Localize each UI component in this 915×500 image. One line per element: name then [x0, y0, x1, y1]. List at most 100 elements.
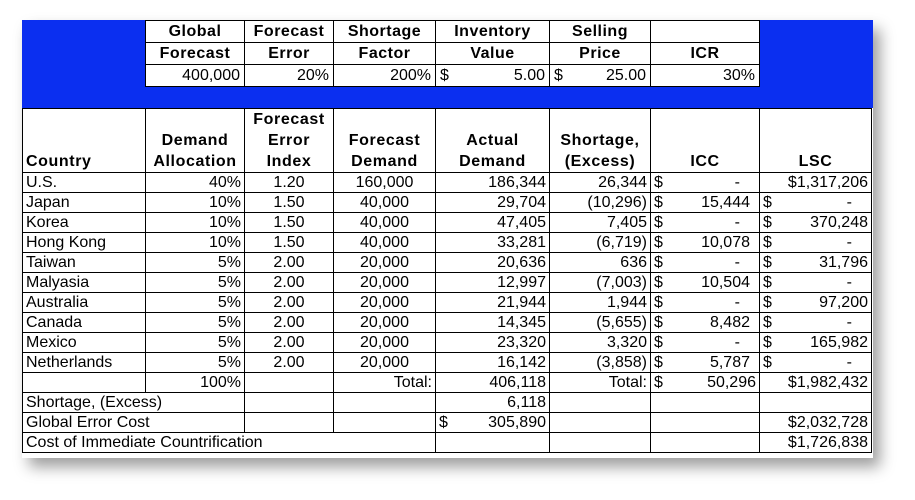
icc-cell[interactable]: $ - [650, 332, 760, 353]
actual-demand-cell[interactable]: 186,344 [435, 172, 550, 193]
actual-demand-cell[interactable]: 23,320 [435, 332, 550, 353]
icc-cell[interactable]: $ - [650, 292, 760, 313]
forecast-demand-cell[interactable]: 20,000 [333, 332, 436, 353]
shortage-cell[interactable]: 636 [549, 252, 651, 273]
forecast-demand-cell[interactable]: 40,000 [333, 212, 436, 233]
totals-lsc[interactable]: $1,982,432 [759, 372, 872, 393]
countrification-value[interactable]: $1,726,838 [759, 432, 872, 453]
forecast-error-cell[interactable]: 20% [244, 64, 334, 87]
allocation-cell[interactable]: 40% [145, 172, 245, 193]
error-index-cell[interactable]: 1.50 [244, 212, 334, 233]
country-cell[interactable]: Mexico [22, 332, 146, 353]
icc-cell[interactable]: $ - [650, 172, 760, 193]
global-error-value[interactable]: $305,890 [435, 412, 550, 433]
global-forecast-cell[interactable]: 400,000 [145, 64, 245, 87]
totals-icc[interactable]: $50,296 [650, 372, 760, 393]
shortage-summary-value[interactable]: 6,118 [435, 392, 550, 413]
lsc-cell[interactable]: $31,796 [759, 252, 872, 273]
lsc-cell[interactable]: $1,317,206 [759, 172, 872, 193]
actual-demand-cell[interactable]: 12,997 [435, 272, 550, 293]
shortage-cell[interactable]: (3,858) [549, 352, 651, 373]
shortage-cell[interactable]: (10,296) [549, 192, 651, 213]
selling-price-cell[interactable]: $25.00 [549, 64, 651, 87]
error-index-cell[interactable]: 2.00 [244, 252, 334, 273]
allocation-cell[interactable]: 10% [145, 192, 245, 213]
shortage-cell[interactable]: (6,719) [549, 232, 651, 253]
parameters-table: Global Forecast Shortage Inventory Selli… [145, 20, 760, 87]
param-header: Factor [333, 42, 436, 65]
forecast-demand-cell[interactable]: 160,000 [333, 172, 436, 193]
lsc-cell[interactable]: $ - [759, 352, 872, 373]
error-index-cell[interactable]: 2.00 [244, 332, 334, 353]
icc-cell[interactable]: $10,078 [650, 232, 760, 253]
icc-cell[interactable]: $8,482 [650, 312, 760, 333]
country-cell[interactable]: Hong Kong [22, 232, 146, 253]
shortage-cell[interactable]: 26,344 [549, 172, 651, 193]
country-cell[interactable]: Korea [22, 212, 146, 233]
shortage-cell[interactable]: (5,655) [549, 312, 651, 333]
error-index-cell[interactable]: 2.00 [244, 352, 334, 373]
allocation-cell[interactable]: 5% [145, 272, 245, 293]
lsc-cell[interactable]: $165,982 [759, 332, 872, 353]
actual-demand-cell[interactable]: 16,142 [435, 352, 550, 373]
lsc-cell[interactable]: $ - [759, 272, 872, 293]
allocation-cell[interactable]: 10% [145, 212, 245, 233]
error-index-cell[interactable]: 1.50 [244, 232, 334, 253]
shortage-cell[interactable]: (7,003) [549, 272, 651, 293]
global-error-row: Global Error Cost $305,890 $2,032,728 [22, 412, 872, 433]
error-index-cell[interactable]: 1.20 [244, 172, 334, 193]
error-index-cell[interactable]: 2.00 [244, 312, 334, 333]
country-cell[interactable]: U.S. [22, 172, 146, 193]
inventory-value-cell[interactable]: $5.00 [435, 64, 550, 87]
actual-demand-cell[interactable]: 21,944 [435, 292, 550, 313]
shortage-summary-label: Shortage, (Excess) [22, 392, 245, 413]
actual-demand-cell[interactable]: 33,281 [435, 232, 550, 253]
allocation-cell[interactable]: 5% [145, 352, 245, 373]
forecast-demand-cell[interactable]: 20,000 [333, 352, 436, 373]
allocation-cell[interactable]: 10% [145, 232, 245, 253]
forecast-demand-cell[interactable]: 40,000 [333, 232, 436, 253]
country-cell[interactable]: Taiwan [22, 252, 146, 273]
error-index-cell[interactable]: 2.00 [244, 292, 334, 313]
totals-actual-demand[interactable]: 406,118 [435, 372, 550, 393]
icr-cell[interactable]: 30% [650, 64, 760, 87]
country-cell[interactable]: Canada [22, 312, 146, 333]
country-cell[interactable]: Netherlands [22, 352, 146, 373]
error-index-cell[interactable]: 2.00 [244, 272, 334, 293]
error-index-cell[interactable]: 1.50 [244, 192, 334, 213]
shortage-cell[interactable]: 7,405 [549, 212, 651, 233]
icc-cell[interactable]: $ - [650, 212, 760, 233]
shortage-factor-cell[interactable]: 200% [333, 64, 436, 87]
forecast-demand-cell[interactable]: 20,000 [333, 252, 436, 273]
lsc-cell[interactable]: $370,248 [759, 212, 872, 233]
allocation-cell[interactable]: 5% [145, 292, 245, 313]
actual-demand-cell[interactable]: 14,345 [435, 312, 550, 333]
actual-demand-cell[interactable]: 29,704 [435, 192, 550, 213]
allocation-cell[interactable]: 5% [145, 252, 245, 273]
lsc-cell[interactable]: $ - [759, 232, 872, 253]
forecast-demand-cell[interactable]: 40,000 [333, 192, 436, 213]
actual-demand-cell[interactable]: 47,405 [435, 212, 550, 233]
lsc-cell[interactable]: $97,200 [759, 292, 872, 313]
totals-allocation[interactable]: 100% [145, 372, 245, 393]
shortage-cell[interactable]: 1,944 [549, 292, 651, 313]
param-header: Shortage [333, 20, 436, 43]
allocation-cell[interactable]: 5% [145, 312, 245, 333]
lsc-cell[interactable]: $ - [759, 312, 872, 333]
lsc-cell[interactable]: $ - [759, 192, 872, 213]
forecast-demand-cell[interactable]: 20,000 [333, 292, 436, 313]
currency-symbol: $ [554, 67, 563, 84]
global-error-lsc[interactable]: $2,032,728 [759, 412, 872, 433]
icc-cell[interactable]: $10,504 [650, 272, 760, 293]
country-cell[interactable]: Australia [22, 292, 146, 313]
allocation-cell[interactable]: 5% [145, 332, 245, 353]
shortage-cell[interactable]: 3,320 [549, 332, 651, 353]
icc-cell[interactable]: $5,787 [650, 352, 760, 373]
forecast-demand-cell[interactable]: 20,000 [333, 272, 436, 293]
country-cell[interactable]: Malyasia [22, 272, 146, 293]
actual-demand-cell[interactable]: 20,636 [435, 252, 550, 273]
forecast-demand-cell[interactable]: 20,000 [333, 312, 436, 333]
icc-cell[interactable]: $ - [650, 252, 760, 273]
country-cell[interactable]: Japan [22, 192, 146, 213]
icc-cell[interactable]: $15,444 [650, 192, 760, 213]
